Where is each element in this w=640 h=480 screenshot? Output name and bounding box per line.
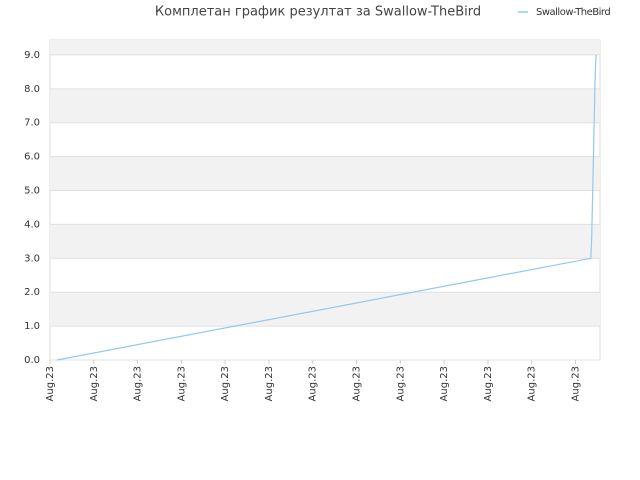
y-tick-label: 0.0 — [24, 355, 40, 366]
x-tick-label: Aug.23 — [89, 366, 100, 401]
x-tick-label: Aug.23 — [483, 366, 494, 401]
x-tick-label: Aug.23 — [527, 366, 538, 401]
x-tick-label: Aug.23 — [220, 366, 231, 401]
x-tick-label: Aug.23 — [308, 366, 319, 401]
grid-band — [50, 156, 600, 191]
y-tick-label: 9.0 — [24, 50, 40, 61]
grid-band — [50, 224, 600, 259]
x-tick-label: Aug.23 — [264, 366, 275, 401]
x-tick-label: Aug.23 — [176, 366, 187, 401]
line — [56, 54, 597, 361]
x-tick-label: Aug.23 — [439, 366, 450, 401]
chart-title: Комплетан график резултат за Swallow-The… — [155, 5, 481, 20]
y-tick-label: 4.0 — [24, 219, 40, 230]
y-tick-label: 1.0 — [24, 321, 40, 332]
legend-label: Swallow-TheBird — [536, 7, 610, 18]
y-tick-label: 2.0 — [24, 287, 40, 298]
x-tick-label: Aug.23 — [352, 366, 363, 401]
y-tick-label: 5.0 — [24, 186, 40, 197]
x-tick-label: Aug.23 — [395, 366, 406, 401]
x-tick-label: Aug.23 — [570, 366, 581, 401]
y-tick-label: 3.0 — [24, 253, 40, 264]
grid-band — [50, 40, 600, 55]
y-tick-label: 8.0 — [24, 84, 40, 95]
y-tick-label: 7.0 — [24, 118, 40, 129]
grid-band — [50, 88, 600, 123]
y-tick-label: 6.0 — [24, 152, 40, 163]
x-tick-label: Aug.23 — [133, 366, 144, 401]
x-tick-label: Aug.23 — [45, 366, 56, 401]
